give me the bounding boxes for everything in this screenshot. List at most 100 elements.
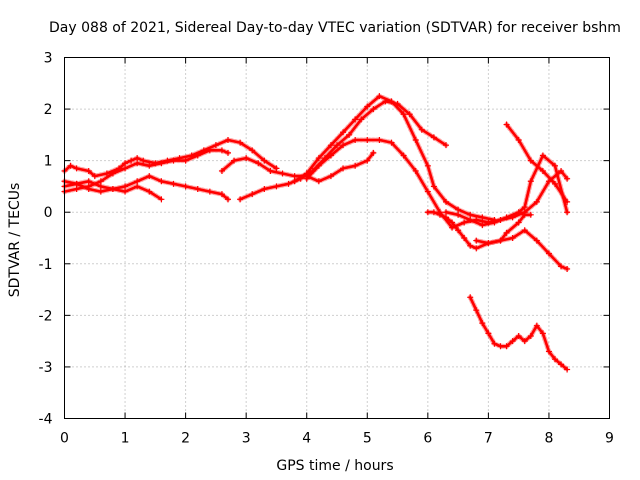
data-point — [515, 137, 522, 144]
data-point — [491, 340, 498, 347]
data-point — [479, 222, 486, 229]
series-line — [238, 100, 448, 201]
data-point — [261, 186, 268, 193]
data-point — [122, 183, 129, 190]
data-point — [443, 198, 449, 205]
series-track-7 — [291, 93, 498, 223]
plot-frame — [64, 57, 610, 419]
data-point — [558, 167, 565, 174]
data-point — [170, 157, 177, 164]
data-point — [218, 147, 225, 154]
data-point — [352, 162, 359, 169]
data-point — [103, 170, 110, 177]
data-point — [237, 196, 244, 203]
data-point — [279, 170, 286, 177]
data-point — [388, 139, 395, 146]
x-tick-label: 2 — [181, 431, 190, 447]
x-axis-label: GPS time / hours — [276, 458, 393, 474]
data-point — [122, 160, 129, 167]
data-point — [182, 157, 189, 164]
data-point — [436, 211, 443, 218]
data-point — [533, 237, 540, 244]
data-point — [158, 196, 165, 203]
data-point — [503, 343, 510, 350]
data-point — [473, 237, 480, 244]
data-point — [449, 224, 456, 231]
data-point — [461, 219, 468, 226]
data-point — [412, 167, 419, 174]
data-point — [267, 167, 274, 174]
series-track-9 — [424, 209, 534, 252]
tick-layer: 0 1 2 3 4 5 6 7 8 9 -4 -3 -2 -1 0 1 2 3 — [39, 51, 614, 447]
y-tick-label: 1 — [44, 154, 53, 170]
data-point — [122, 188, 129, 195]
data-point — [158, 160, 165, 167]
data-point — [473, 245, 480, 252]
data-point — [261, 157, 268, 164]
data-point — [291, 178, 298, 185]
data-point — [327, 142, 334, 149]
series-track-4 — [61, 173, 231, 203]
data-point — [194, 186, 201, 193]
series-line — [444, 154, 569, 227]
data-point — [406, 111, 413, 118]
data-point — [364, 137, 371, 144]
data-point — [473, 307, 480, 314]
series-layer — [61, 93, 571, 373]
y-axis-label: SDTVAR / TECUs — [7, 183, 23, 298]
data-point — [485, 330, 492, 337]
data-point — [527, 157, 534, 164]
data-point — [109, 186, 116, 193]
data-point — [225, 196, 231, 203]
data-point — [225, 137, 231, 144]
data-point — [170, 180, 177, 187]
data-point — [509, 338, 516, 345]
data-point — [303, 170, 310, 177]
data-point — [122, 165, 129, 172]
y-tick-label: 0 — [44, 205, 53, 221]
data-point — [455, 206, 462, 213]
data-point — [352, 137, 359, 144]
data-point — [503, 229, 510, 236]
data-point — [443, 214, 449, 221]
data-point — [134, 178, 141, 185]
data-point — [146, 162, 153, 169]
data-point — [340, 165, 347, 172]
data-point — [564, 209, 571, 216]
data-point — [430, 209, 437, 216]
data-point — [218, 191, 225, 198]
y-tick-label: 2 — [44, 102, 53, 118]
data-point — [315, 155, 322, 162]
series-track-11 — [503, 121, 571, 205]
x-tick-label: 3 — [242, 431, 251, 447]
data-point — [521, 227, 528, 234]
data-point — [370, 106, 377, 113]
data-point — [303, 175, 310, 182]
data-point — [533, 322, 540, 329]
x-tick-label: 9 — [605, 431, 614, 447]
data-point — [521, 211, 528, 218]
series-track-12 — [473, 227, 571, 272]
data-point — [73, 186, 80, 193]
data-point — [327, 152, 334, 159]
data-point — [552, 356, 558, 363]
data-point — [388, 98, 395, 105]
data-point — [67, 162, 74, 169]
data-point — [291, 173, 298, 180]
y-tick-label: 3 — [44, 51, 53, 67]
data-point — [85, 186, 92, 193]
data-point — [424, 188, 431, 195]
y-tick-label: -4 — [39, 412, 53, 428]
data-point — [146, 173, 153, 180]
data-point — [243, 155, 250, 162]
data-point — [364, 103, 371, 110]
data-point — [467, 211, 474, 218]
data-point — [545, 348, 552, 355]
data-point — [255, 160, 262, 167]
data-point — [424, 209, 431, 216]
data-point — [231, 157, 238, 164]
data-point — [455, 211, 462, 218]
grid-layer — [64, 57, 610, 419]
data-point — [503, 121, 510, 128]
